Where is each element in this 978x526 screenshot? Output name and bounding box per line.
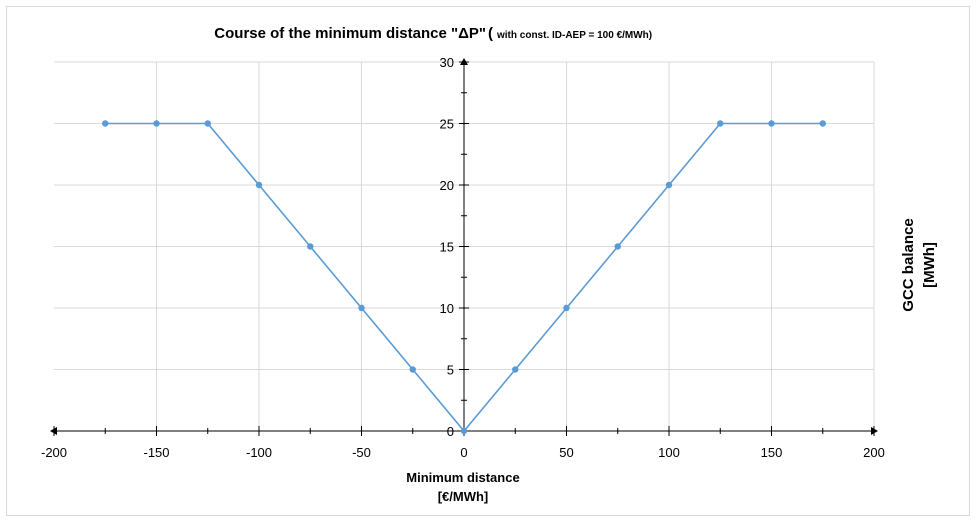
- x-tick-label: -200: [41, 445, 67, 460]
- x-tick-label: -50: [352, 445, 371, 460]
- y-tick-label: 15: [440, 240, 454, 255]
- tick-marks: [53, 61, 875, 436]
- data-point: [307, 243, 314, 250]
- y-tick-label: 30: [440, 55, 454, 70]
- data-point: [102, 120, 109, 127]
- x-tick-label: -100: [246, 445, 272, 460]
- y-tick-label: 0: [447, 424, 454, 439]
- data-point: [204, 120, 211, 127]
- data-series: [102, 120, 826, 435]
- x-tick-label: 50: [559, 445, 573, 460]
- y-tick-label: 10: [440, 301, 454, 316]
- y-tick-label: 5: [447, 363, 454, 378]
- data-point: [563, 304, 570, 312]
- x-tick-label: 100: [658, 445, 680, 460]
- data-point: [358, 304, 365, 312]
- tick-labels: -200 -150 -100 -50 0 50 100 150 200 0 5 10 15 20 25 30: [41, 55, 885, 460]
- data-point: [512, 366, 519, 373]
- y-axis-label-line2: [MWh]: [921, 242, 938, 288]
- x-tick-label: 150: [761, 445, 783, 460]
- chart-title: Course of the minimum distance "ΔP": [214, 25, 486, 42]
- x-tick-label: 0: [460, 445, 467, 460]
- x-tick-label: -150: [143, 445, 169, 460]
- data-point: [409, 366, 416, 373]
- data-point: [819, 120, 826, 127]
- data-point: [665, 181, 673, 189]
- data-point: [768, 120, 775, 127]
- data-point: [614, 243, 621, 250]
- x-tick-label: 200: [863, 445, 885, 460]
- data-point: [717, 120, 724, 127]
- y-tick-label: 20: [440, 178, 454, 193]
- data-point: [255, 181, 263, 189]
- chart-subtitle: with const. ID-AEP = 100 €/MWh): [496, 30, 652, 41]
- y-axis-label-line1: GCC balance: [900, 218, 917, 311]
- data-point: [153, 120, 160, 127]
- x-axis-label-line2: [€/MWh]: [438, 489, 489, 504]
- y-tick-label: 25: [440, 117, 454, 132]
- data-point: [460, 427, 468, 435]
- x-axis-label-line1: Minimum distance: [406, 470, 519, 485]
- chart-title-paren: (: [488, 25, 493, 42]
